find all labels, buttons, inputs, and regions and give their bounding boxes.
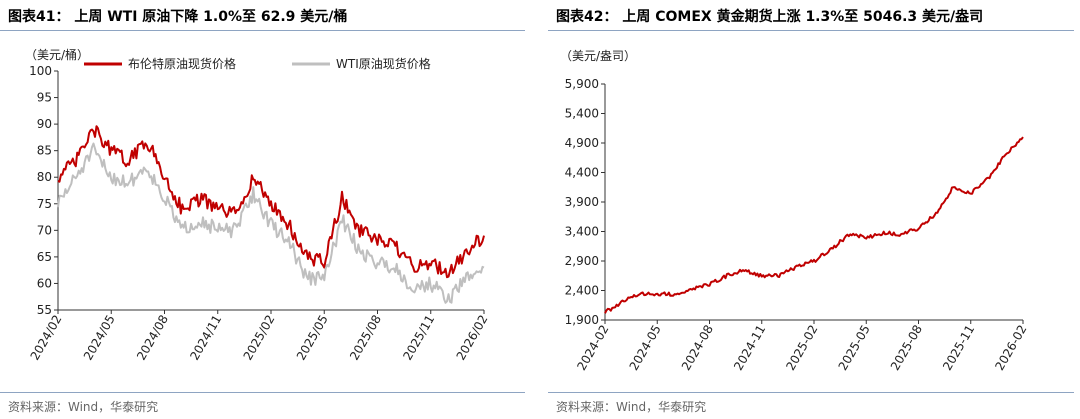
series-line-1 [604,136,1024,314]
chart-title: 图表41： 上周 WTI 原油下降 1.0%至 62.9 美元/桶 [8,9,348,25]
y-tick-label: 4,400 [565,166,599,180]
y-tick-label: 60 [37,276,52,290]
source-note: 资料来源：Wind，华泰研究 [8,400,159,414]
oil-price-chart: （美元/桶） 55 60 65 70 75 80 85 90 95 100 2024/02 2024/0… [25,47,491,363]
x-tick-label: 2025/11 [400,313,437,363]
x-tick-label: 2025-11 [940,323,977,373]
x-tick-label: 2026/02 [454,313,491,363]
y-tick-label: 65 [37,250,52,264]
y-tick-label: 85 [37,144,52,158]
legend-label: 布伦特原油现货价格 [128,56,236,71]
series-line-2 [57,142,485,304]
y-tick-label: 90 [37,117,52,131]
x-tick-label: 2024-08 [679,323,716,373]
legend-label: WTI原油现货价格 [336,56,431,71]
x-tick-label: 2025-05 [836,323,873,373]
x-tick-label: 2024-02 [574,323,611,373]
y-tick-label: 5,900 [565,77,599,91]
y-tick-label: 5,400 [565,107,599,121]
x-tick-label: 2025-02 [783,323,820,373]
y-tick-label: 4,900 [565,136,599,150]
footer-divider [0,392,525,393]
y-axis-unit-label: （美元/盎司） [560,49,636,63]
footer-divider [548,392,1074,393]
x-tick-label: 2025-08 [888,323,925,373]
y-tick-label: 100 [29,64,52,78]
y-tick-label: 70 [37,223,52,237]
chart-title: 图表42： 上周 COMEX 黄金期货上涨 1.3%至 5046.3 美元/盎司 [556,9,984,25]
x-tick-label: 2025/08 [347,313,384,363]
source-note: 资料来源：Wind，华泰研究 [556,400,707,414]
x-tick-label: 2024/05 [81,313,118,363]
x-tick-label: 2025/05 [294,313,331,363]
title-divider [548,30,1074,31]
title-divider [0,30,525,31]
x-tick-label: 2024/02 [28,313,65,363]
gold-price-chart: （美元/盎司） 1,900 2,400 2,900 3,400 3,900 4,400 4,9… [560,49,1030,373]
y-tick-label: 3,400 [565,225,599,239]
series-line-1 [57,125,485,279]
chart-panel-oil: 图表41： 上周 WTI 原油下降 1.0%至 62.9 美元/桶 （美元/桶）… [0,0,530,419]
x-tick-label: 2024-05 [627,323,664,373]
x-tick-label: 2024-11 [731,323,768,373]
y-tick-label: 80 [37,170,52,184]
y-tick-label: 2,900 [565,254,599,268]
x-tick-label: 2024/08 [134,313,171,363]
x-tick-label: 2024/11 [187,313,224,363]
y-tick-label: 95 [37,91,52,105]
x-tick-label: 2025/02 [241,313,278,363]
y-tick-label: 1,900 [565,313,599,327]
y-tick-label: 55 [37,303,52,317]
y-tick-label: 75 [37,197,52,211]
y-tick-label: 3,900 [565,195,599,209]
y-axis-unit-label: （美元/桶） [25,47,89,62]
chart-panel-gold: 图表42： 上周 COMEX 黄金期货上涨 1.3%至 5046.3 美元/盎司… [548,0,1080,419]
y-tick-label: 2,400 [565,284,599,298]
x-tick-label: 2026-02 [992,323,1029,373]
